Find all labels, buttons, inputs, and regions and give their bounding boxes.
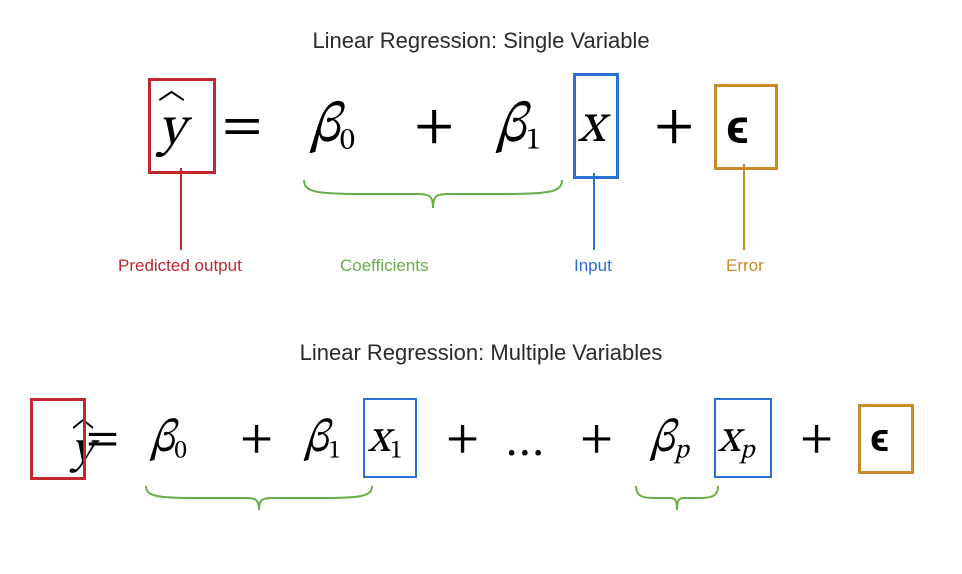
eq2-box-yhat: [30, 398, 86, 480]
eq2-beta0: β0: [150, 410, 187, 468]
eq2-beta0-sub: 0: [174, 439, 187, 464]
label-error: Error: [726, 256, 764, 276]
eq2-plus1: +: [240, 410, 273, 468]
eq1-box-eps: [714, 84, 778, 170]
diagram-stage: Linear Regression: Single Variable y = β…: [0, 0, 962, 574]
eq2-beta1: β1: [304, 410, 341, 468]
eq2-beta0-sym: β: [150, 416, 174, 462]
eq1-beta1-sym: β: [496, 99, 526, 155]
eq1-box-x: [573, 73, 619, 179]
eq2-equals: =: [86, 410, 119, 468]
eq2-beta1-sub: 1: [328, 439, 341, 464]
eq2-box-xp: [714, 398, 772, 478]
eq2-beta1-sym: β: [304, 416, 328, 462]
eq1-brace-coeff: [302, 178, 564, 212]
eq1-equals: =: [222, 92, 262, 162]
eq2-betap: βp: [650, 410, 689, 469]
eq1-plus2: +: [654, 92, 694, 162]
eq2-plus2: +: [446, 410, 479, 468]
eq2-brace-coeff2: [634, 484, 720, 514]
eq1-box-yhat: [148, 78, 216, 174]
eq2-brace-coeff1: [144, 484, 374, 514]
eq1-beta1: β1: [496, 92, 541, 162]
title-single: Linear Regression: Single Variable: [0, 28, 962, 54]
eq2-betap-sub: p: [674, 439, 688, 465]
eq1-beta0: β0: [310, 92, 355, 162]
eq2-dots: ...: [506, 414, 546, 472]
eq1-conn-yhat: [180, 168, 182, 250]
eq2-plus3: +: [580, 410, 613, 468]
eq1-conn-x: [593, 173, 595, 250]
eq1-conn-eps: [743, 164, 745, 250]
eq2-betap-sym: β: [650, 416, 674, 462]
label-coefficients: Coefficients: [340, 256, 429, 276]
eq2-box-x1: [363, 398, 417, 478]
label-input: Input: [574, 256, 612, 276]
title-multiple: Linear Regression: Multiple Variables: [0, 340, 962, 366]
eq1-beta0-sub: 0: [340, 127, 355, 157]
eq2-plus4: +: [800, 410, 833, 468]
label-predicted: Predicted output: [118, 256, 242, 276]
eq1-beta1-sub: 1: [526, 127, 541, 157]
eq1-beta0-sym: β: [310, 99, 340, 155]
eq1-plus1: +: [414, 92, 454, 162]
eq2-box-eps: [858, 404, 914, 474]
